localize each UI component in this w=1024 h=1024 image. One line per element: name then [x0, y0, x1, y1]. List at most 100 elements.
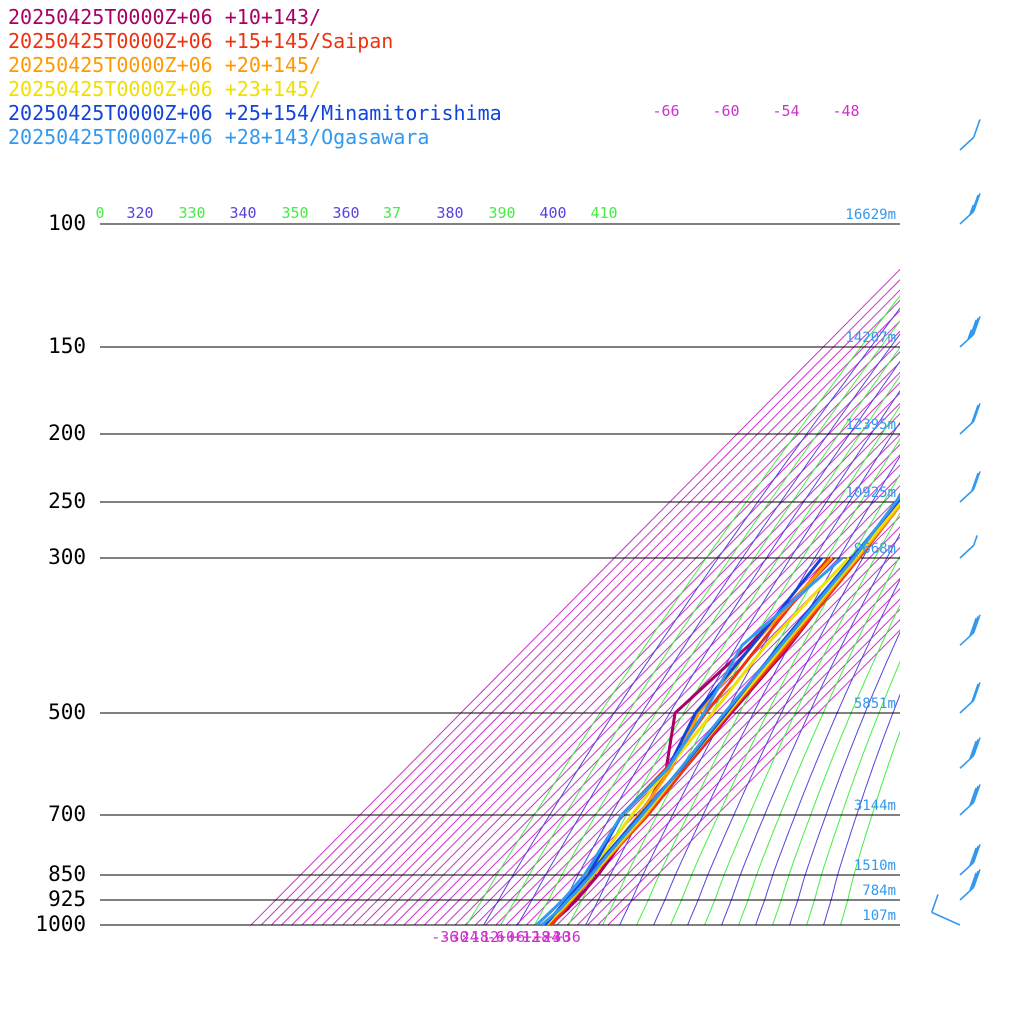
dewpoint-profile-line [535, 556, 844, 925]
isotherm-line [352, 371, 900, 925]
theta-curve [806, 660, 900, 925]
potential-temperature-lines [466, 294, 900, 925]
wind-barb-flag [969, 204, 975, 216]
sounding-profiles [535, 494, 900, 925]
wind-barb-flag [971, 785, 979, 805]
wind-barb-flag [967, 329, 973, 340]
wind-barb-flag [971, 194, 979, 214]
temperature-tick-label: +0 [497, 928, 515, 946]
height-label: 107m [862, 908, 896, 924]
temperature-tick-label: -24 [452, 928, 479, 946]
isotherm-line [505, 526, 900, 925]
temperature-tick-label: +12 [513, 928, 540, 946]
wind-barb-flag [971, 683, 979, 703]
isotherm-line [607, 629, 900, 925]
wind-barb-shaft [959, 136, 975, 151]
wind-barb-shaft [959, 801, 975, 816]
theta-curve [823, 693, 900, 925]
wind-barbs [930, 119, 981, 926]
wind-barb-flag [971, 845, 979, 865]
height-label: 1510m [854, 858, 896, 874]
wind-barb-flag [930, 894, 939, 913]
wind-barb-flag [971, 404, 979, 424]
wind-barb-shaft [959, 699, 975, 714]
wind-barb-shaft [959, 210, 975, 225]
axis-labels: 100 16629m 150 14207m 200 12395m 250 10925m 300 9… [35, 102, 896, 946]
isotherm-line [281, 299, 900, 925]
theta-curve [704, 512, 900, 925]
pressure-label: 150 [48, 334, 86, 358]
theta-curve [755, 578, 900, 925]
pressure-label: 850 [48, 862, 86, 886]
isotherm-line [362, 382, 900, 925]
wind-barb-shaft [959, 861, 975, 876]
upper-isotherm-label: -66 [652, 102, 679, 120]
height-label: 16629m [845, 207, 896, 223]
isotherm-line [536, 557, 900, 925]
station-title: 20250425T0000Z+06 +28+143/Ogasawara [8, 125, 429, 149]
wind-barb-flag [969, 872, 977, 892]
height-label: 10925m [845, 485, 896, 501]
theta-label: 0 [95, 204, 104, 222]
temperature-tick-label: +30 [543, 928, 570, 946]
wind-barb-flag [972, 471, 981, 490]
theta-label: 360 [332, 204, 359, 222]
isotherm-line [393, 412, 900, 925]
wind-barb-shaft [959, 333, 975, 348]
isotherm-line [301, 320, 900, 925]
isotherm-line [434, 454, 900, 925]
pressure-label: 500 [48, 700, 86, 724]
wind-barb-flag [972, 614, 981, 633]
isotherm-line [424, 443, 900, 925]
isotherm-line [373, 392, 900, 925]
theta-label: 410 [590, 204, 617, 222]
station-titles: 20250425T0000Z+06 +10+143/20250425T0000Z… [8, 5, 502, 149]
wind-barb-flag [972, 784, 981, 803]
isotherm-line [291, 309, 900, 925]
wind-barb-flag [972, 119, 981, 138]
pressure-label: 300 [48, 545, 86, 569]
theta-curve [670, 473, 900, 925]
wind-barb-shaft [959, 420, 975, 435]
theta-label: 340 [229, 204, 256, 222]
isotherm-line [515, 536, 900, 925]
wind-barb-flag [969, 617, 977, 637]
theta-curve [500, 320, 900, 925]
wind-barb-shaft [959, 544, 975, 559]
wind-barb-flag [971, 317, 979, 337]
isotherm-line [444, 464, 900, 925]
pressure-label: 250 [48, 489, 86, 513]
theta-label: 320 [126, 204, 153, 222]
wind-barb-flag [972, 844, 981, 863]
theta-curve [466, 294, 900, 925]
wind-barb-flag [971, 472, 979, 492]
theta-curve [551, 360, 900, 925]
upper-isotherm-label: -48 [832, 102, 859, 120]
pressure-lines [100, 223, 900, 926]
isotherm-line [587, 608, 900, 925]
isotherm-line [332, 351, 900, 925]
theta-label: 400 [539, 204, 566, 222]
isotherm-line [250, 268, 900, 925]
theta-curve [653, 455, 900, 925]
wind-barb-flag [969, 319, 977, 339]
isotherm-line [526, 546, 900, 925]
wind-barb-flag [971, 870, 979, 890]
pressure-label: 700 [48, 802, 86, 826]
isotherm-line [413, 433, 900, 925]
temperature-tick-label: +24 [533, 928, 560, 946]
pressure-label: 100 [48, 211, 86, 235]
temperature-tick-label: -30 [441, 928, 468, 946]
wind-barb-flag [969, 740, 977, 760]
theta-label: 330 [178, 204, 205, 222]
isotherm-line [260, 279, 900, 925]
temperature-tick-label: +36 [554, 928, 581, 946]
theta-curve [517, 333, 900, 925]
isotherm-line [495, 516, 900, 925]
theta-curve [789, 630, 900, 925]
station-title: 20250425T0000Z+06 +15+145/Saipan [8, 29, 393, 53]
isotherm-line [311, 330, 900, 925]
theta-curve [636, 438, 900, 925]
theta-curve [840, 730, 900, 925]
theta-curve [772, 603, 900, 925]
